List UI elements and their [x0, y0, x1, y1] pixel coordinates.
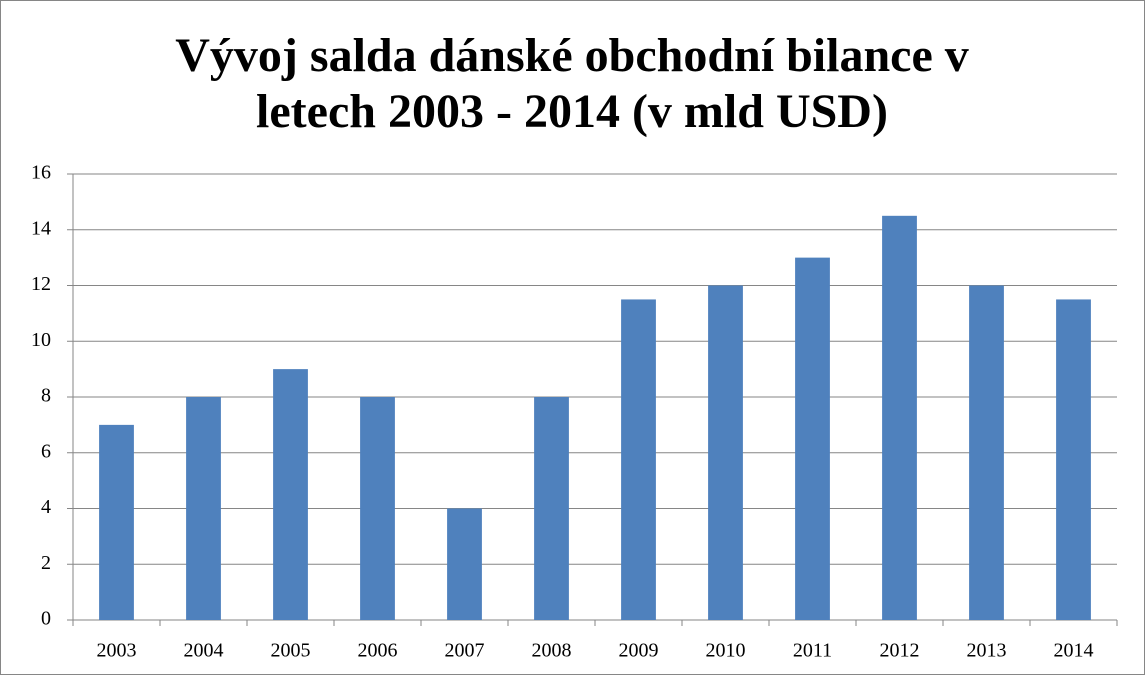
bar [882, 215, 917, 620]
bar [1056, 299, 1091, 620]
y-tick-label: 4 [41, 496, 51, 518]
y-tick-label: 8 [41, 385, 51, 407]
bar [708, 285, 743, 620]
bar [795, 257, 830, 620]
x-tick-label: 2012 [880, 640, 920, 662]
y-tick-label: 16 [31, 162, 51, 184]
bar [447, 508, 482, 620]
bar [969, 285, 1004, 620]
x-tick-label: 2004 [184, 640, 224, 662]
y-tick-label: 14 [31, 217, 51, 239]
x-tick-label: 2003 [97, 640, 137, 662]
bar [360, 397, 395, 620]
y-tick-label: 6 [41, 440, 51, 462]
x-tick-label: 2009 [619, 640, 659, 662]
x-tick-label: 2010 [706, 640, 746, 662]
bar [99, 424, 134, 620]
x-tick-label: 2005 [271, 640, 311, 662]
x-tick-label: 2014 [1054, 640, 1094, 662]
x-tick-label: 2013 [967, 640, 1007, 662]
x-tick-label: 2007 [445, 640, 485, 662]
bar [186, 397, 221, 620]
y-tick-label: 12 [31, 273, 51, 295]
x-tick-label: 2011 [793, 640, 832, 662]
x-tick-label: 2006 [358, 640, 398, 662]
bar [621, 299, 656, 620]
bar [534, 397, 569, 620]
y-tick-label: 10 [31, 329, 51, 351]
y-tick-label: 0 [41, 608, 51, 630]
x-tick-label: 2008 [532, 640, 572, 662]
y-tick-label: 2 [41, 552, 51, 574]
bar [273, 369, 308, 620]
chart-title: Vývoj salda dánské obchodní bilance v le… [175, 29, 969, 138]
